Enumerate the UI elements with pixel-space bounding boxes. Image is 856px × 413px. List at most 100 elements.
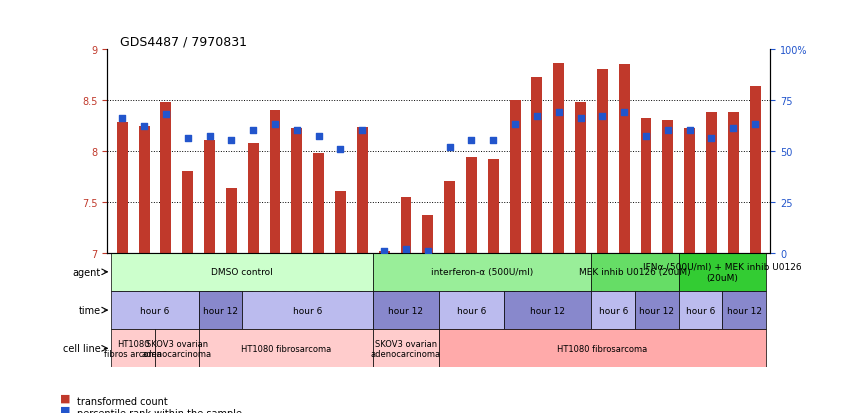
Point xyxy=(159,112,173,118)
Point xyxy=(508,121,522,128)
Bar xyxy=(116,123,128,253)
Text: hour 6: hour 6 xyxy=(686,306,716,315)
FancyBboxPatch shape xyxy=(438,291,504,330)
Bar xyxy=(444,182,455,253)
FancyBboxPatch shape xyxy=(199,291,242,330)
Point xyxy=(312,134,325,140)
Text: hour 6: hour 6 xyxy=(293,306,323,315)
Text: agent: agent xyxy=(72,267,100,277)
Bar xyxy=(553,64,564,253)
Point xyxy=(377,248,391,254)
Text: GDS4487 / 7970831: GDS4487 / 7970831 xyxy=(120,36,247,48)
Text: hour 12: hour 12 xyxy=(531,306,565,315)
Text: HT1080 fibrosarcoma: HT1080 fibrosarcoma xyxy=(557,344,647,353)
Point xyxy=(334,146,348,152)
Point xyxy=(399,246,413,252)
Bar xyxy=(335,192,346,253)
Point xyxy=(661,128,675,134)
Text: hour 12: hour 12 xyxy=(727,306,762,315)
Point xyxy=(552,109,566,116)
Text: hour 12: hour 12 xyxy=(203,306,238,315)
Bar xyxy=(640,119,651,253)
Text: MEK inhib U0126 (20uM): MEK inhib U0126 (20uM) xyxy=(580,268,691,277)
Text: transformed count: transformed count xyxy=(77,396,168,406)
FancyBboxPatch shape xyxy=(504,291,591,330)
Bar xyxy=(247,143,259,253)
Text: HT1080 fibrosarcoma: HT1080 fibrosarcoma xyxy=(241,344,331,353)
Point xyxy=(748,121,762,128)
Text: hour 6: hour 6 xyxy=(140,306,169,315)
FancyBboxPatch shape xyxy=(591,253,679,291)
FancyBboxPatch shape xyxy=(373,291,438,330)
Point xyxy=(704,136,718,142)
Bar xyxy=(291,129,302,253)
Point xyxy=(530,114,544,120)
FancyBboxPatch shape xyxy=(111,253,373,291)
Text: percentile rank within the sample: percentile rank within the sample xyxy=(77,408,242,413)
FancyBboxPatch shape xyxy=(111,291,199,330)
Point xyxy=(596,114,609,120)
Text: DMSO control: DMSO control xyxy=(211,268,273,277)
Bar xyxy=(270,111,281,253)
Point xyxy=(116,116,129,122)
Point xyxy=(465,138,479,145)
Point xyxy=(683,128,697,134)
Text: hour 12: hour 12 xyxy=(639,306,675,315)
Bar xyxy=(204,141,215,253)
Text: IFNα (500U/ml) + MEK inhib U0126
(20uM): IFNα (500U/ml) + MEK inhib U0126 (20uM) xyxy=(643,263,802,282)
Bar xyxy=(750,87,761,253)
Bar xyxy=(466,157,477,253)
Point xyxy=(203,134,217,140)
Point xyxy=(355,128,369,134)
Bar xyxy=(139,127,150,253)
Point xyxy=(486,138,500,145)
Bar xyxy=(357,128,368,253)
Point xyxy=(290,128,304,134)
FancyBboxPatch shape xyxy=(111,330,155,368)
Bar xyxy=(597,70,608,253)
Text: HT1080
fibros arcoma: HT1080 fibros arcoma xyxy=(104,339,162,358)
FancyBboxPatch shape xyxy=(591,291,635,330)
Text: hour 6: hour 6 xyxy=(598,306,628,315)
Text: ■: ■ xyxy=(60,405,70,413)
FancyBboxPatch shape xyxy=(199,330,373,368)
Bar xyxy=(575,102,586,253)
Bar xyxy=(728,113,739,253)
Bar xyxy=(509,100,520,253)
Bar xyxy=(532,78,543,253)
FancyBboxPatch shape xyxy=(373,253,591,291)
Text: hour 12: hour 12 xyxy=(389,306,424,315)
FancyBboxPatch shape xyxy=(635,291,679,330)
Point xyxy=(617,109,631,116)
FancyBboxPatch shape xyxy=(679,253,766,291)
FancyBboxPatch shape xyxy=(242,291,373,330)
Bar xyxy=(313,153,324,253)
Bar xyxy=(182,172,193,253)
Point xyxy=(137,123,151,130)
Bar xyxy=(401,197,412,253)
Point xyxy=(639,134,653,140)
Bar xyxy=(619,65,630,253)
Text: SKOV3 ovarian
adenocarcinoma: SKOV3 ovarian adenocarcinoma xyxy=(142,339,212,358)
Point xyxy=(224,138,238,145)
Text: cell line: cell line xyxy=(62,344,100,354)
Point xyxy=(268,121,282,128)
Text: SKOV3 ovarian
adenocarcinoma: SKOV3 ovarian adenocarcinoma xyxy=(371,339,441,358)
FancyBboxPatch shape xyxy=(438,330,766,368)
Bar xyxy=(160,102,171,253)
Bar xyxy=(226,189,237,253)
Bar xyxy=(663,121,674,253)
FancyBboxPatch shape xyxy=(679,291,722,330)
Bar xyxy=(488,159,499,253)
Text: ■: ■ xyxy=(60,393,70,403)
Bar xyxy=(378,251,389,253)
Text: time: time xyxy=(79,305,100,315)
FancyBboxPatch shape xyxy=(722,291,766,330)
Bar xyxy=(684,129,695,253)
Point xyxy=(443,144,456,151)
Text: interferon-α (500U/ml): interferon-α (500U/ml) xyxy=(431,268,533,277)
Bar xyxy=(706,113,717,253)
FancyBboxPatch shape xyxy=(373,330,438,368)
Point xyxy=(574,116,587,122)
Point xyxy=(421,248,435,254)
